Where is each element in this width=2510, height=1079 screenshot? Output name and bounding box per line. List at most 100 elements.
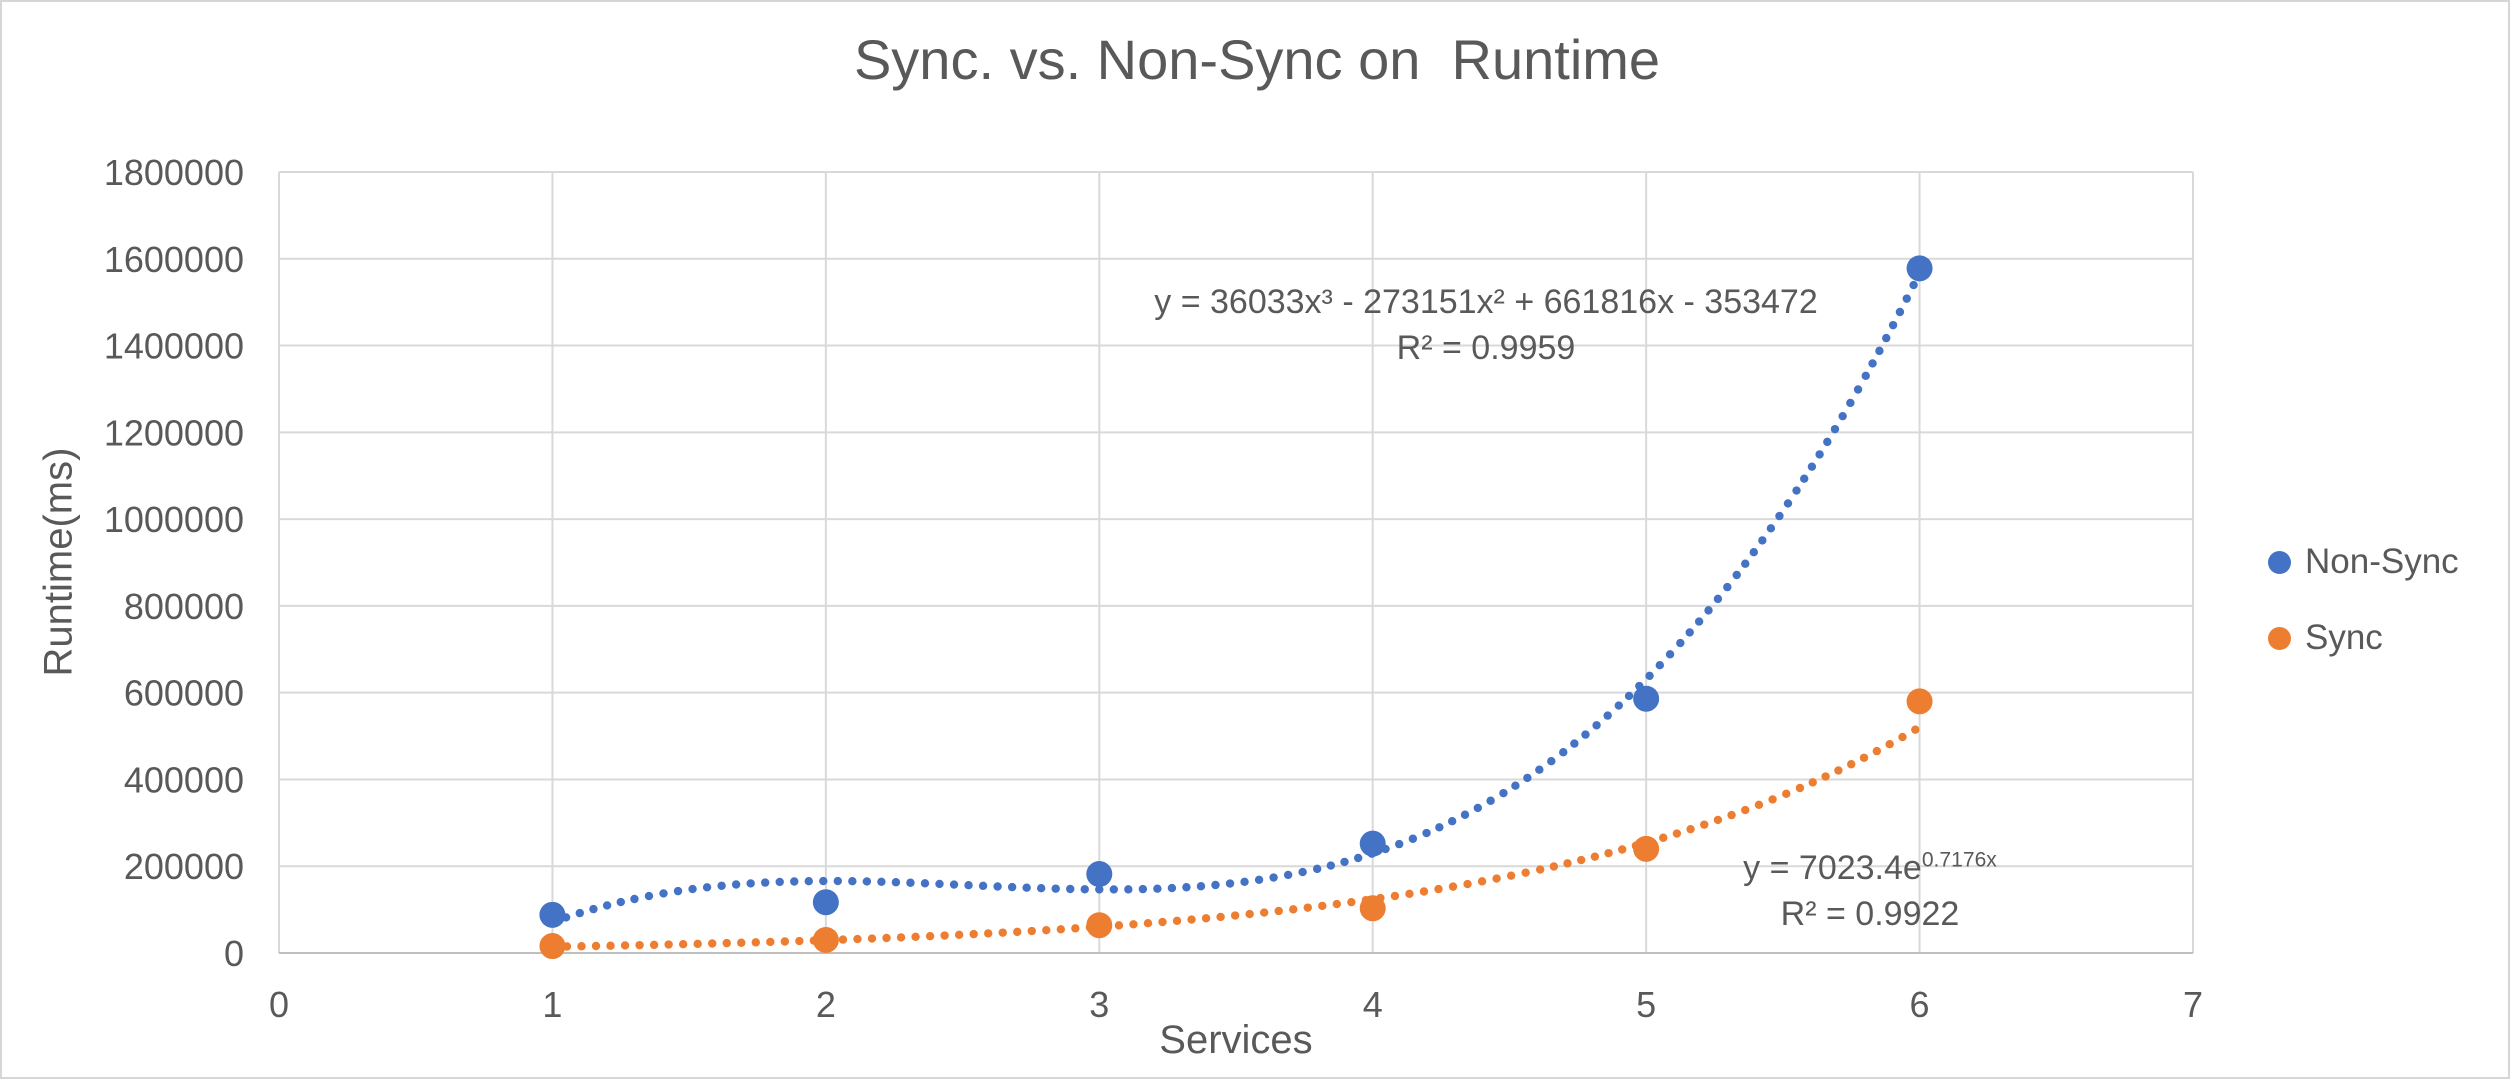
trendline-dot-non-sync xyxy=(1240,877,1249,886)
data-point-non-sync xyxy=(1906,255,1933,282)
legend-item-sync: Sync xyxy=(2268,618,2383,658)
trendline-dot-sync xyxy=(838,935,848,944)
trendline-dot-sync xyxy=(969,929,978,939)
trendline-dot-sync xyxy=(1898,732,1907,742)
trendline-dot-non-sync xyxy=(1080,885,1089,894)
trendline-dot-non-sync xyxy=(1283,870,1293,880)
trendline-dot-non-sync xyxy=(616,897,625,907)
data-point-non-sync xyxy=(812,889,839,916)
trendline-dot-sync xyxy=(1434,884,1443,894)
trendline-dot-non-sync xyxy=(1807,462,1817,471)
trendline-dot-sync xyxy=(620,941,630,950)
trendline-dot-non-sync xyxy=(1603,711,1612,720)
trendline-dot-non-sync xyxy=(1196,882,1206,891)
trendline-dot-sync xyxy=(1390,891,1400,901)
trendline-dot-sync xyxy=(911,932,920,942)
trendline-dot-non-sync xyxy=(1486,796,1495,805)
trendline-dot-sync xyxy=(722,938,731,948)
trendline-dot-non-sync xyxy=(1624,691,1634,701)
x-tick-label: 3 xyxy=(1089,984,1109,1025)
trendline-dot-non-sync xyxy=(1909,280,1918,290)
trendline-dot-non-sync xyxy=(1138,884,1148,894)
trendline-dot-non-sync xyxy=(630,894,639,904)
trendline-equation-sync-base: y = 7023.4e xyxy=(1743,849,1922,887)
trendline-dot-sync xyxy=(1056,925,1066,934)
data-point-sync xyxy=(539,933,566,960)
y-tick-label: 1600000 xyxy=(104,239,244,280)
trendline-dot-non-sync xyxy=(1704,606,1713,615)
data-point-sync xyxy=(1086,912,1113,939)
trendline-dot-sync xyxy=(1700,820,1709,829)
trendline-equation-non-sync-r2: R² = 0.9959 xyxy=(1396,329,1576,367)
trendline-dot-non-sync xyxy=(877,877,886,886)
trendline-dot-non-sync xyxy=(1408,834,1418,843)
trendline-dot-sync xyxy=(1872,746,1882,756)
y-tick-label: 1400000 xyxy=(104,326,244,367)
data-point-sync xyxy=(812,926,839,953)
trendline-dot-sync xyxy=(1808,778,1817,787)
y-tick-label: 400000 xyxy=(124,759,244,800)
trendline-dot-sync xyxy=(940,931,949,940)
trendline-dot-non-sync xyxy=(1875,346,1884,356)
trendline-dot-sync xyxy=(1911,725,1920,734)
y-tick-label: 800000 xyxy=(124,586,244,627)
trendline-dot-non-sync xyxy=(1783,499,1793,508)
trendline-dot-non-sync xyxy=(1838,411,1847,421)
trendline-dot-non-sync xyxy=(1473,803,1483,813)
data-point-non-sync xyxy=(1086,861,1113,888)
trendline-dot-non-sync xyxy=(1570,739,1579,748)
trendline-dot-non-sync xyxy=(804,876,813,886)
data-point-sync xyxy=(1906,688,1933,715)
x-tick-label: 0 xyxy=(269,984,289,1025)
trendline-dot-non-sync xyxy=(790,877,799,886)
trendline-dot-non-sync xyxy=(1766,524,1776,533)
trendline-dot-non-sync xyxy=(1732,570,1741,580)
trendline-equation-sync-r2: R² = 0.9922 xyxy=(1780,895,1960,933)
trendline-dot-non-sync xyxy=(1868,359,1877,368)
trendline-dot-sync xyxy=(1834,766,1843,775)
data-point-sync xyxy=(1359,895,1386,922)
trendline-dot-non-sync xyxy=(891,878,901,887)
trendline-dot-sync xyxy=(1741,805,1750,815)
trendline-dot-non-sync xyxy=(1685,628,1694,637)
trendline-dot-non-sync xyxy=(1124,885,1133,894)
trendline-dot-non-sync xyxy=(1167,883,1177,893)
legend-label-sync: Sync xyxy=(2305,618,2383,657)
data-point-non-sync xyxy=(1633,685,1660,712)
legend-item-non-sync: Non-Sync xyxy=(2268,542,2459,582)
trendline-dot-non-sync xyxy=(920,879,930,888)
trendline-dot-sync xyxy=(649,940,659,950)
trendline-dot-non-sync xyxy=(1592,721,1601,730)
trendline-dot-sync xyxy=(1405,889,1414,898)
trendline-dot-sync xyxy=(1563,859,1572,868)
trendline-dot-sync xyxy=(1821,772,1830,781)
trendline-dot-non-sync xyxy=(1749,547,1759,557)
trendline-equation-non-sync-formula: y = 36033x³ - 273151x² + 661816x - 35347… xyxy=(1154,283,1818,321)
trendline-equation-sync: y = 7023.4e0.7176x R² = 0.9922 xyxy=(1743,845,1997,937)
legend-marker-sync-icon xyxy=(2268,626,2291,650)
trendline-dot-non-sync xyxy=(1269,873,1278,882)
trendline-dot-non-sync xyxy=(1036,883,1046,893)
trendline-dot-sync xyxy=(1274,906,1283,916)
trendline-dot-non-sync xyxy=(1815,450,1824,459)
trendline-dot-non-sync xyxy=(819,876,828,886)
x-tick-label: 4 xyxy=(1363,984,1383,1025)
trendline-dot-sync xyxy=(1318,901,1327,911)
data-point-non-sync xyxy=(1359,830,1386,857)
trendline-dot-sync xyxy=(1477,877,1487,886)
trendline-dot-sync xyxy=(591,941,601,951)
trendline-dot-sync xyxy=(954,930,964,940)
trendline-dot-non-sync xyxy=(1547,756,1556,766)
trendline-dot-sync xyxy=(1859,753,1869,762)
trendline-dot-sync xyxy=(1448,882,1458,891)
trendline-dot-non-sync xyxy=(1655,661,1665,670)
trendline-dot-non-sync xyxy=(1713,594,1723,604)
trendline-dot-non-sync xyxy=(1312,864,1322,874)
trendline-dot-sync xyxy=(635,940,644,950)
trendline-dot-non-sync xyxy=(833,876,843,886)
trendline-dot-non-sync xyxy=(1435,823,1444,832)
trendline-dot-sync xyxy=(867,934,877,943)
trendline-dot-sync xyxy=(1659,833,1668,842)
trendline-dot-sync xyxy=(1782,789,1791,799)
trendline-dot-sync xyxy=(678,939,688,949)
